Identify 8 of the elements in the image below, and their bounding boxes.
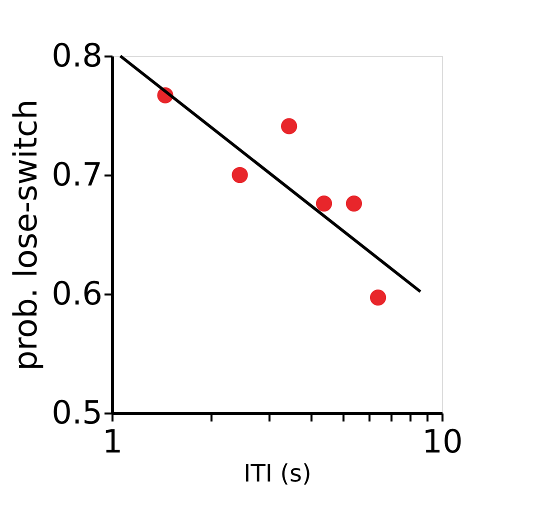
x-tick-label: 10 [422,422,463,460]
y-tick-label: 0.7 [52,156,102,194]
y-tick-label: 0.6 [52,274,102,312]
y-axis-title: prob. lose-switch [6,99,45,371]
x-axis-title: ITI (s) [244,460,312,488]
y-tick-label: 0.5 [52,394,102,432]
x-tick-label: 1 [102,422,123,460]
y-tick-label: 0.8 [52,36,102,74]
